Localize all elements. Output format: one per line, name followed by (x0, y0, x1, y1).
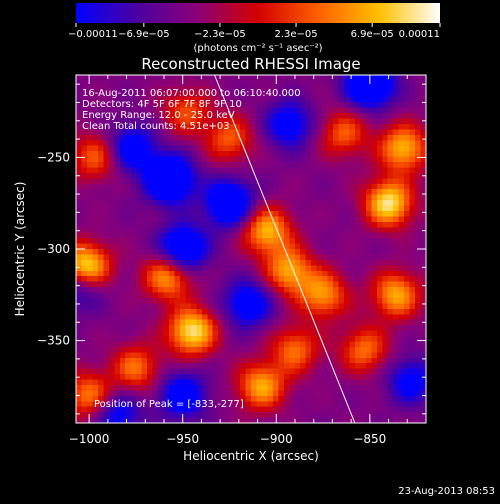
x-tick-label: −950 (166, 432, 199, 446)
colorbar-tick-label: −0.00011 (68, 29, 118, 40)
annotation-time-range: 16-Aug-2011 06:07:00.000 to 06:10:40.000 (82, 88, 301, 99)
colorbar (76, 3, 440, 23)
footer-timestamp: 23-Aug-2013 08:53 (398, 486, 495, 497)
x-tick-label: −850 (353, 432, 386, 446)
x-tick-labels: −1000 −950 −900 −850 (69, 432, 387, 446)
colorbar-tick-label: 6.9e−05 (351, 29, 394, 40)
annotation-energy-range: Energy Range: 12.0 - 25.0 keV (82, 110, 235, 121)
colorbar-tick-label: 2.3e−05 (274, 29, 317, 40)
x-tick-label: −1000 (69, 432, 110, 446)
annotation-clean-counts: Clean Total counts: 4.51e+03 (82, 121, 230, 132)
chart-title: Reconstructed RHESSI Image (141, 55, 360, 73)
y-tick-label: −350 (37, 334, 70, 348)
colorbar-tick-label: 0.00011 (399, 29, 440, 40)
annotation-peak-position: Position of Peak = [-833,-277] (94, 399, 244, 410)
y-tick-labels: −250 −300 −350 (37, 150, 70, 347)
y-tick-label: −300 (37, 242, 70, 256)
colorbar-unit-label: (photons cm⁻² s⁻¹ asec⁻²) (193, 43, 322, 54)
colorbar-ticks: −0.00011 −6.9e−05 −2.3e−05 2.3e−05 6.9e−05 0.… (68, 23, 441, 40)
y-tick-label: −250 (37, 150, 70, 164)
heatmap-image (76, 75, 426, 423)
colorbar-tick-label: −6.9e−05 (118, 29, 170, 40)
solar-limb-line (214, 75, 356, 423)
y-axis-label: Heliocentric Y (arcsec) (13, 182, 27, 317)
axis-ticks (76, 75, 426, 423)
x-axis-label: Heliocentric X (arcsec) (183, 449, 319, 463)
x-tick-label: −900 (260, 432, 293, 446)
colorbar-tick-label: −2.3e−05 (194, 29, 246, 40)
annotation-detectors: Detectors: 4F 5F 6F 7F 8F 9F 10 (82, 99, 242, 110)
